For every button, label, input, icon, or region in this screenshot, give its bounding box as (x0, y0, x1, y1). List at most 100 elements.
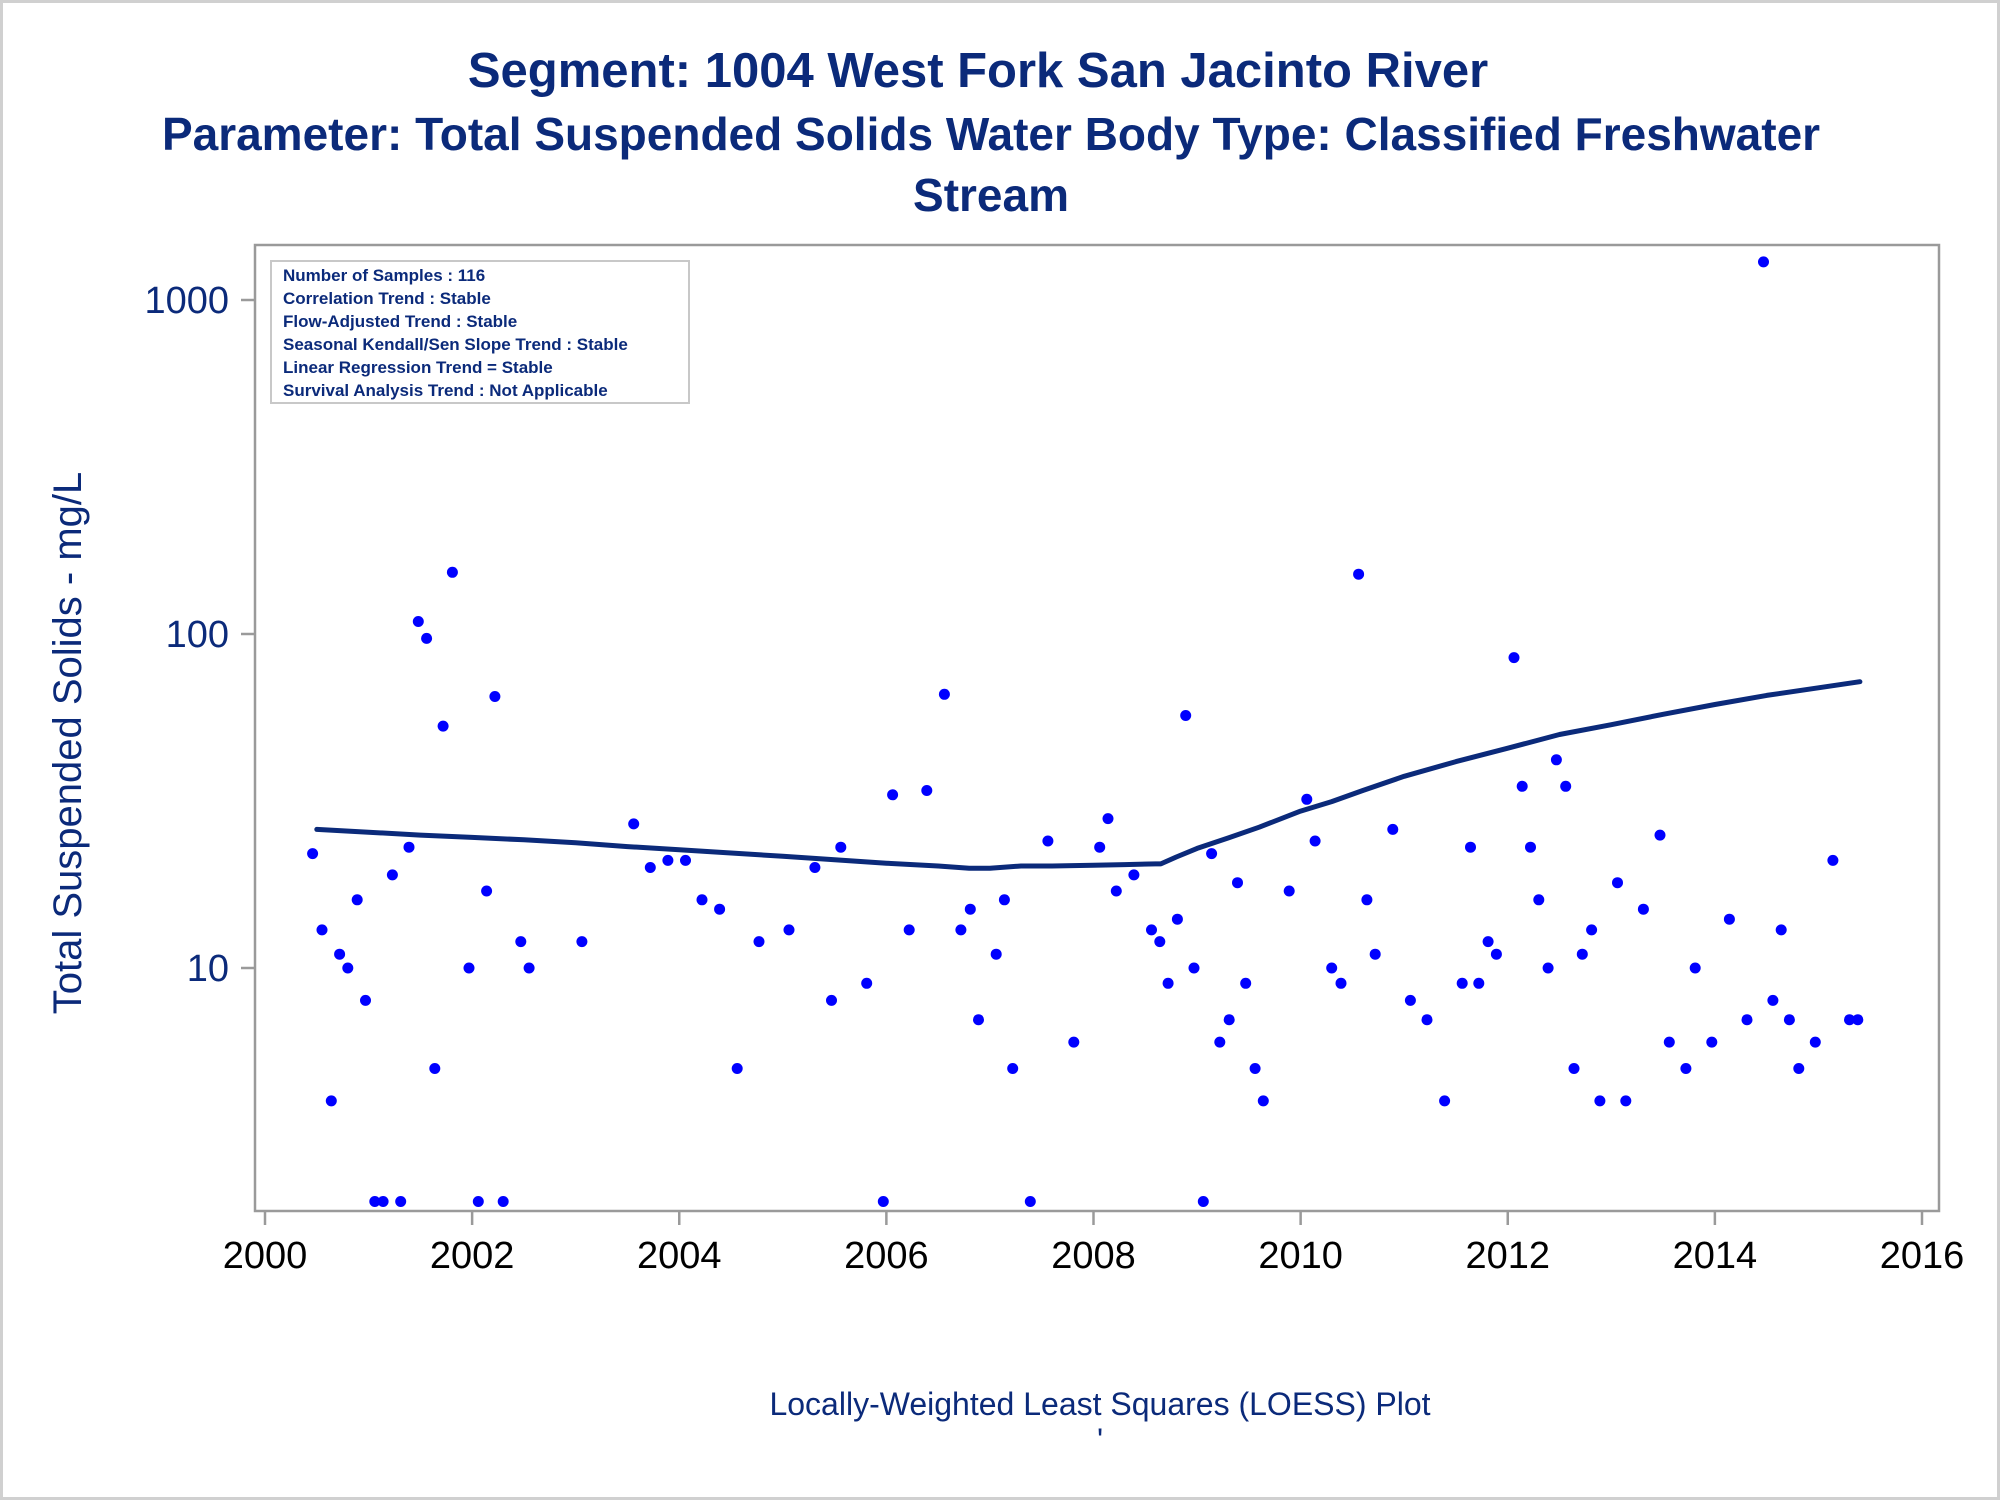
data-point (1473, 977, 1485, 989)
x-tick-label: 2006 (844, 1235, 929, 1277)
data-point (861, 977, 873, 989)
stats-inset-line: Flow-Adjusted Trend : Stable (283, 312, 517, 331)
data-point (1024, 1196, 1036, 1207)
y-axis-label: Total Suspended Solids - mg/L (46, 472, 90, 1015)
data-point (1007, 1063, 1019, 1074)
data-point (1188, 962, 1200, 974)
data-point (489, 691, 501, 702)
data-point (369, 1196, 381, 1207)
data-point (1550, 754, 1562, 766)
data-point (826, 994, 837, 1006)
data-point (938, 688, 950, 700)
data-point (1663, 1036, 1675, 1048)
data-point (990, 948, 1002, 960)
plot-caption: Locally-Weighted Least Squares (LOESS) P… (769, 1386, 1430, 1422)
y-tick-label: 100 (166, 614, 229, 656)
data-point (680, 854, 691, 866)
data-point (1612, 877, 1623, 889)
data-point (1180, 710, 1192, 721)
data-point (1249, 1063, 1261, 1074)
loess-curve (314, 679, 1863, 871)
data-point (1741, 1014, 1753, 1026)
data-point (515, 936, 527, 948)
loess-chart-svg: Segment: 1004 West Fork San Jacinto Rive… (46, 44, 1965, 1458)
data-point (360, 994, 371, 1006)
data-point (1240, 977, 1252, 989)
data-point (964, 903, 976, 915)
data-point (377, 1196, 389, 1207)
data-point (1214, 1036, 1226, 1048)
stats-inset-line: Survival Analysis Trend : Not Applicable (283, 381, 608, 400)
data-point (1465, 841, 1476, 853)
data-point (1508, 652, 1520, 664)
x-tick-label: 2012 (1465, 1235, 1550, 1277)
data-point (1852, 1014, 1864, 1026)
data-point (1439, 1095, 1451, 1107)
data-point (1326, 962, 1338, 974)
data-point (1094, 841, 1106, 853)
data-point (1197, 1196, 1209, 1207)
data-point (472, 1196, 484, 1207)
data-point (1525, 841, 1536, 853)
data-point (903, 924, 915, 936)
stats-inset-box (270, 260, 690, 404)
data-point (421, 632, 433, 644)
data-point (1680, 1063, 1692, 1074)
data-point (714, 903, 726, 915)
data-point (1490, 948, 1502, 960)
data-point (463, 962, 475, 974)
data-point (1706, 1036, 1718, 1048)
data-point (809, 862, 821, 873)
x-tick-label: 2016 (1880, 1235, 1965, 1277)
stats-inset: Number of Samples : 116 Correlation Tren… (270, 260, 690, 404)
data-point (1560, 780, 1572, 792)
data-point (1154, 936, 1166, 948)
data-point (325, 1095, 337, 1107)
data-point (1042, 835, 1054, 847)
stats-inset-line: Linear Regression Trend = Stable (283, 358, 553, 377)
data-point (1068, 1036, 1080, 1048)
data-point (395, 1196, 407, 1207)
data-point (386, 869, 398, 881)
data-point (523, 962, 535, 974)
data-point (628, 818, 640, 830)
plot-frame (253, 243, 1941, 1213)
data-point (412, 616, 424, 627)
data-point (1689, 962, 1701, 974)
data-point (1232, 877, 1243, 889)
data-point (1542, 962, 1554, 974)
data-points-layer (307, 256, 1864, 1207)
data-point (1767, 994, 1779, 1006)
data-point (1146, 924, 1157, 936)
stats-inset-line: Number of Samples : 116 (283, 266, 485, 285)
data-point (1783, 1014, 1795, 1026)
y-axis-ticks: 10 100 1000 (144, 280, 255, 990)
data-point (644, 862, 656, 873)
data-point (1283, 885, 1295, 897)
data-point (1586, 924, 1598, 936)
data-point (1404, 994, 1416, 1006)
data-point (1421, 1014, 1433, 1026)
data-point (1353, 568, 1365, 580)
data-point (334, 948, 346, 960)
data-point (753, 936, 765, 948)
chart-title-line3: Stream (913, 169, 1069, 221)
stats-inset-line: Seasonal Kendall/Sen Slope Trend : Stabl… (283, 335, 628, 354)
data-point (1654, 829, 1666, 841)
loess-layer (314, 679, 1863, 871)
data-point (1102, 813, 1114, 825)
data-point (955, 924, 967, 936)
chart-title-line2: Parameter: Total Suspended Solids Water … (162, 108, 1820, 160)
data-point (1309, 835, 1321, 847)
data-point (887, 789, 899, 801)
data-point (429, 1063, 441, 1074)
data-point (1516, 780, 1528, 792)
data-point (1301, 793, 1313, 805)
data-point (877, 1196, 889, 1207)
data-point (342, 962, 354, 974)
data-point (1568, 1063, 1580, 1074)
y-tick-label: 10 (187, 948, 229, 990)
data-point (696, 894, 708, 906)
data-point (1257, 1095, 1269, 1107)
